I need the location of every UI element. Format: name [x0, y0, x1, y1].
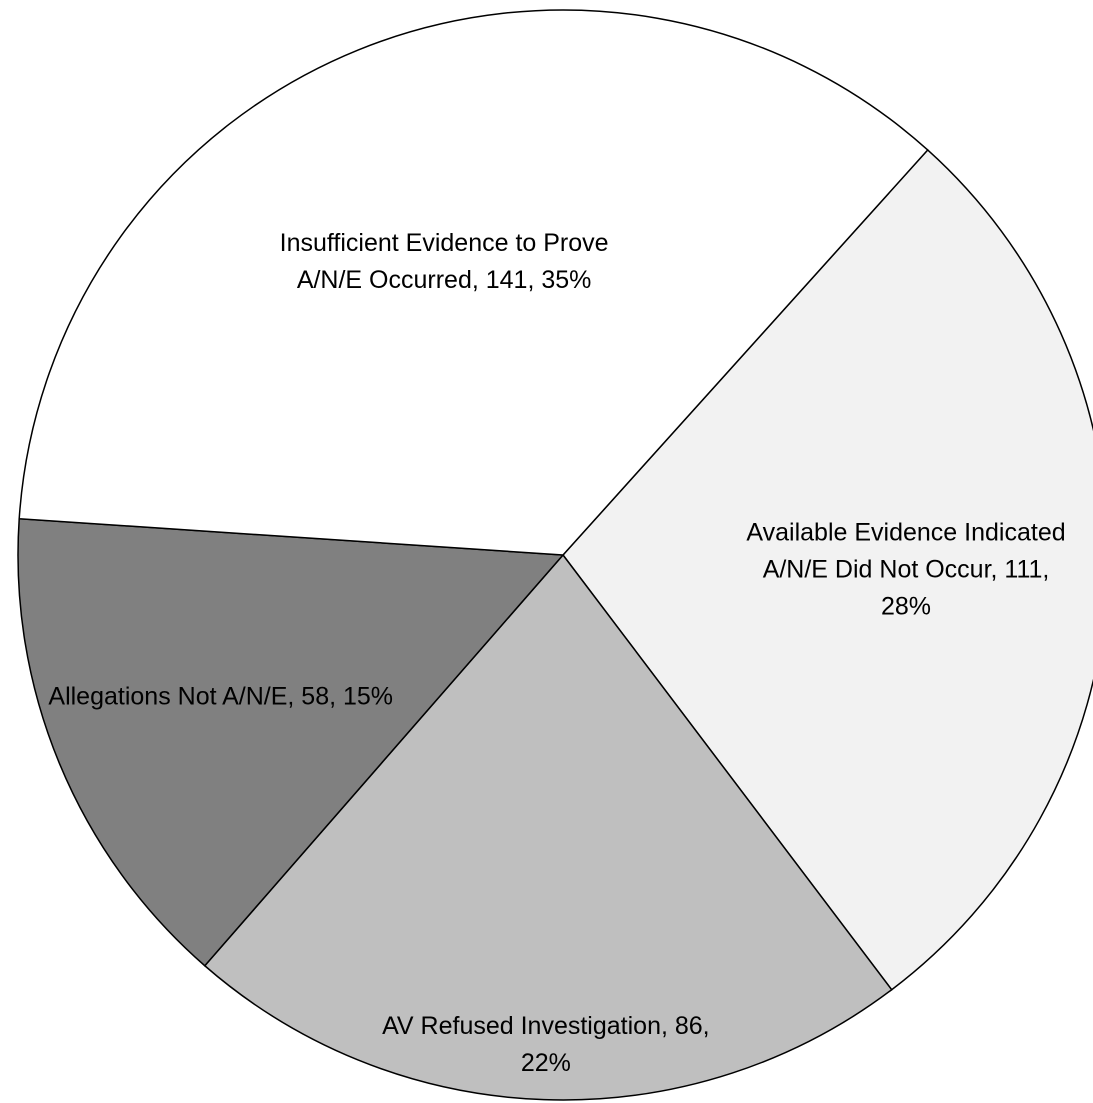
pie-slice [562, 148, 1093, 991]
data-label: Insufficient Evidence to Prove A/N/E Occ… [279, 229, 609, 295]
pie-slice [17, 517, 565, 967]
data-label: Available Evidence Indicated A/N/E Did N… [746, 518, 1066, 621]
data-label: Allegations Not A/N/E, 58, 15% [48, 682, 394, 711]
pie-slice [18, 9, 929, 556]
data-label: AV Refused Investigation, 86, 22% [382, 1012, 710, 1078]
pie-slice [203, 553, 893, 1101]
